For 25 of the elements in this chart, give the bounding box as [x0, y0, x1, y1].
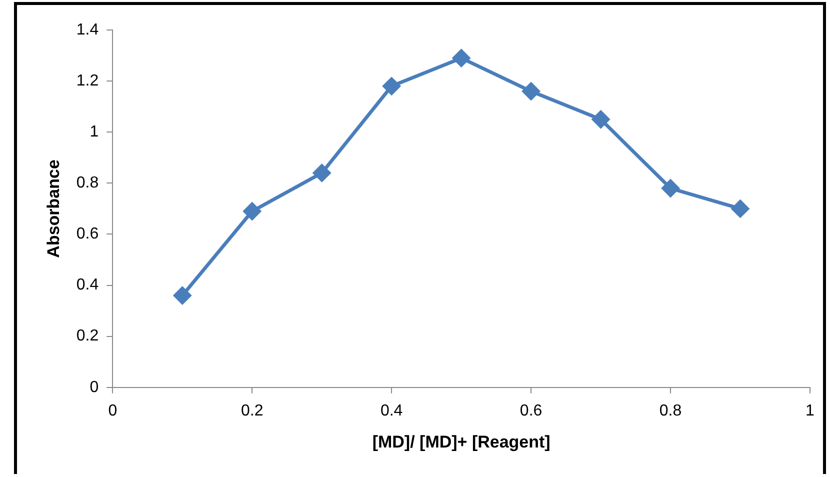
y-tick-label: 0.4: [76, 276, 99, 294]
point: [522, 82, 540, 100]
y-tick-label: 0: [90, 378, 99, 396]
y-tick-label: 1.2: [76, 72, 99, 90]
point: [662, 180, 680, 198]
x-tick-label: 0.8: [659, 402, 682, 420]
y-tick-label: 0.8: [76, 174, 99, 192]
point: [452, 49, 470, 67]
y-tick-label: 0.2: [76, 328, 99, 345]
x-tick-label: 1: [806, 402, 815, 420]
y-axis-title: Absorbance: [44, 160, 63, 258]
y-tick-label: 1: [90, 124, 99, 141]
point: [174, 286, 192, 304]
y-tick-label: 0.6: [76, 226, 99, 243]
point: [313, 164, 331, 182]
point: [243, 202, 261, 220]
x-tick-label: 0.4: [380, 402, 403, 420]
x-axis-title: [MD]/ [MD]+ [Reagent]: [372, 432, 550, 452]
point: [382, 77, 400, 95]
point: [592, 110, 610, 128]
x-tick-label: 0.6: [520, 402, 542, 420]
y-tick-label: 1.4: [76, 21, 99, 38]
x-tick-label: 0.2: [240, 402, 264, 420]
x-tick-label: 0: [108, 402, 118, 420]
point: [732, 200, 750, 218]
